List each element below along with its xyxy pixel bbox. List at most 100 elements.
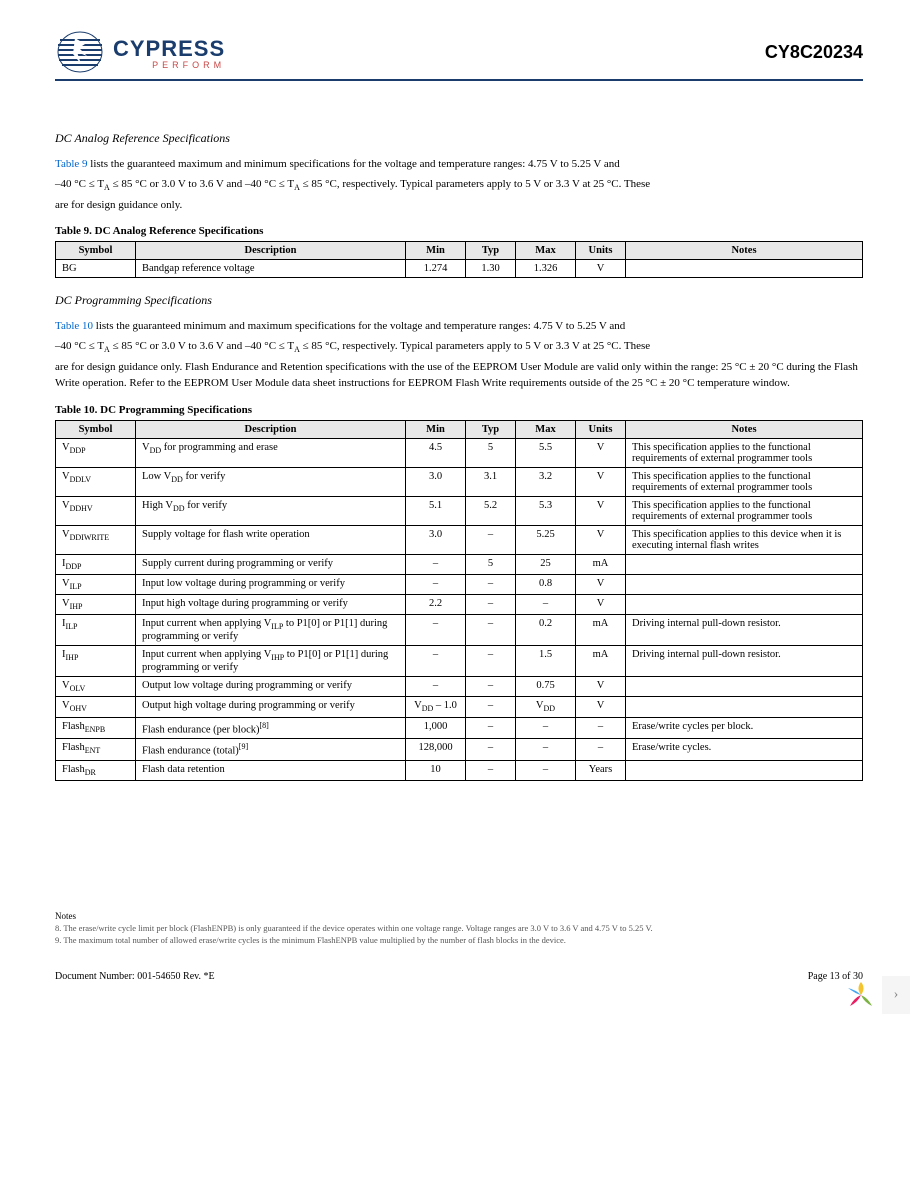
cell-desc: High VDD for verify: [136, 496, 406, 525]
cell-units: V: [576, 677, 626, 697]
table-row: FlashENPB Flash endurance (per block)[8]…: [56, 717, 863, 739]
cell-symbol: VIHP: [56, 595, 136, 615]
table-row: VILP Input low voltage during programmin…: [56, 574, 863, 594]
cell-max: –: [516, 760, 576, 780]
cell-max: VDD: [516, 697, 576, 717]
table-row: VDDLV Low VDD for verify 3.0 3.1 3.2 V T…: [56, 467, 863, 496]
cell-symbol: VDDIWRITE: [56, 525, 136, 554]
table-header: Units: [576, 420, 626, 438]
cell-notes: This specification applies to the functi…: [626, 438, 863, 467]
cell-units: V: [576, 496, 626, 525]
table-header: Units: [576, 242, 626, 260]
cell-max: –: [516, 739, 576, 761]
cell-notes: [626, 760, 863, 780]
cell-min: –: [406, 646, 466, 677]
cell-min: 5.1: [406, 496, 466, 525]
cell-symbol: IILP: [56, 615, 136, 646]
section2-intro-line1: Table 10 lists the guaranteed minimum an…: [55, 318, 863, 335]
table-header: Typ: [466, 242, 516, 260]
cell-typ: –: [466, 646, 516, 677]
part-number: CY8C20234: [765, 42, 863, 63]
cell-min: –: [406, 677, 466, 697]
cell-typ: –: [466, 677, 516, 697]
cell-desc: Supply current during programming or ver…: [136, 554, 406, 574]
table10-caption: Table 10. DC Programming Specifications: [55, 404, 863, 416]
cell-notes: Driving internal pull-down resistor.: [626, 615, 863, 646]
table-row: VOHV Output high voltage during programm…: [56, 697, 863, 717]
cell-symbol: IDDP: [56, 554, 136, 574]
cell-notes: [626, 697, 863, 717]
cell-min: –: [406, 615, 466, 646]
cell-symbol: BG: [56, 260, 136, 278]
table-header: Symbol: [56, 420, 136, 438]
table9: Symbol Description Min Typ Max Units Not…: [55, 241, 863, 278]
table-header: Symbol: [56, 242, 136, 260]
table-row: BG Bandgap reference voltage 1.274 1.30 …: [56, 260, 863, 278]
cell-symbol: VOLV: [56, 677, 136, 697]
page-header: CYPRESS PERFORM CY8C20234: [55, 30, 863, 81]
cell-typ: 5: [466, 438, 516, 467]
document-number: Document Number: 001-54650 Rev. *E: [55, 971, 215, 982]
cell-min: –: [406, 574, 466, 594]
cell-units: V: [576, 574, 626, 594]
cell-max: 3.2: [516, 467, 576, 496]
table-row: FlashENT Flash endurance (total)[9] 128,…: [56, 739, 863, 761]
nav-widget: ›: [842, 976, 910, 1014]
cell-desc: VDD for programming and erase: [136, 438, 406, 467]
cell-typ: –: [466, 717, 516, 739]
note-item: 9. The maximum total number of allowed e…: [65, 935, 863, 946]
cell-min: 3.0: [406, 525, 466, 554]
cell-notes: This specification applies to the functi…: [626, 467, 863, 496]
cell-max: 0.8: [516, 574, 576, 594]
table-row: FlashDR Flash data retention 10 – – Year…: [56, 760, 863, 780]
cell-symbol: VILP: [56, 574, 136, 594]
cell-min: 2.2: [406, 595, 466, 615]
table-row: IDDP Supply current during programming o…: [56, 554, 863, 574]
cell-symbol: FlashDR: [56, 760, 136, 780]
table10: Symbol Description Min Typ Max Units Not…: [55, 420, 863, 781]
cell-max: –: [516, 717, 576, 739]
cell-symbol: VDDHV: [56, 496, 136, 525]
table-header: Description: [136, 242, 406, 260]
section2-title: DC Programming Specifications: [55, 293, 863, 308]
cell-notes: This specification applies to the functi…: [626, 496, 863, 525]
table-header: Min: [406, 242, 466, 260]
nav-logo-icon: [842, 976, 880, 1014]
cell-desc: Low VDD for verify: [136, 467, 406, 496]
table-header: Max: [516, 242, 576, 260]
table-header: Notes: [626, 242, 863, 260]
table-row: VDDP VDD for programming and erase 4.5 5…: [56, 438, 863, 467]
cell-symbol: VOHV: [56, 697, 136, 717]
note-item: 8. The erase/write cycle limit per block…: [65, 923, 863, 934]
cell-units: mA: [576, 646, 626, 677]
cell-units: V: [576, 595, 626, 615]
table-row: VOLV Output low voltage during programmi…: [56, 677, 863, 697]
cell-max: 1.326: [516, 260, 576, 278]
cell-units: V: [576, 438, 626, 467]
cypress-logo-icon: [55, 30, 105, 75]
cell-desc: Flash endurance (total)[9]: [136, 739, 406, 761]
table-header: Description: [136, 420, 406, 438]
cell-min: 10: [406, 760, 466, 780]
table9-caption: Table 9. DC Analog Reference Specificati…: [55, 225, 863, 237]
section1-title: DC Analog Reference Specifications: [55, 131, 863, 146]
cell-units: V: [576, 467, 626, 496]
cell-min: –: [406, 554, 466, 574]
cell-desc: Input low voltage during programming or …: [136, 574, 406, 594]
cell-max: 5.25: [516, 525, 576, 554]
nav-next-button[interactable]: ›: [882, 976, 910, 1014]
cell-typ: 3.1: [466, 467, 516, 496]
cell-desc: Flash endurance (per block)[8]: [136, 717, 406, 739]
cell-max: 0.2: [516, 615, 576, 646]
cell-notes: Erase/write cycles per block.: [626, 717, 863, 739]
cell-symbol: VDDP: [56, 438, 136, 467]
cell-typ: 5.2: [466, 496, 516, 525]
table9-header-row: Symbol Description Min Typ Max Units Not…: [56, 242, 863, 260]
cell-desc: Input current when applying VIHP to P1[0…: [136, 646, 406, 677]
cell-max: 25: [516, 554, 576, 574]
table-row: VDDHV High VDD for verify 5.1 5.2 5.3 V …: [56, 496, 863, 525]
cell-typ: –: [466, 525, 516, 554]
cell-notes: Driving internal pull-down resistor.: [626, 646, 863, 677]
cell-units: –: [576, 717, 626, 739]
cell-typ: 5: [466, 554, 516, 574]
